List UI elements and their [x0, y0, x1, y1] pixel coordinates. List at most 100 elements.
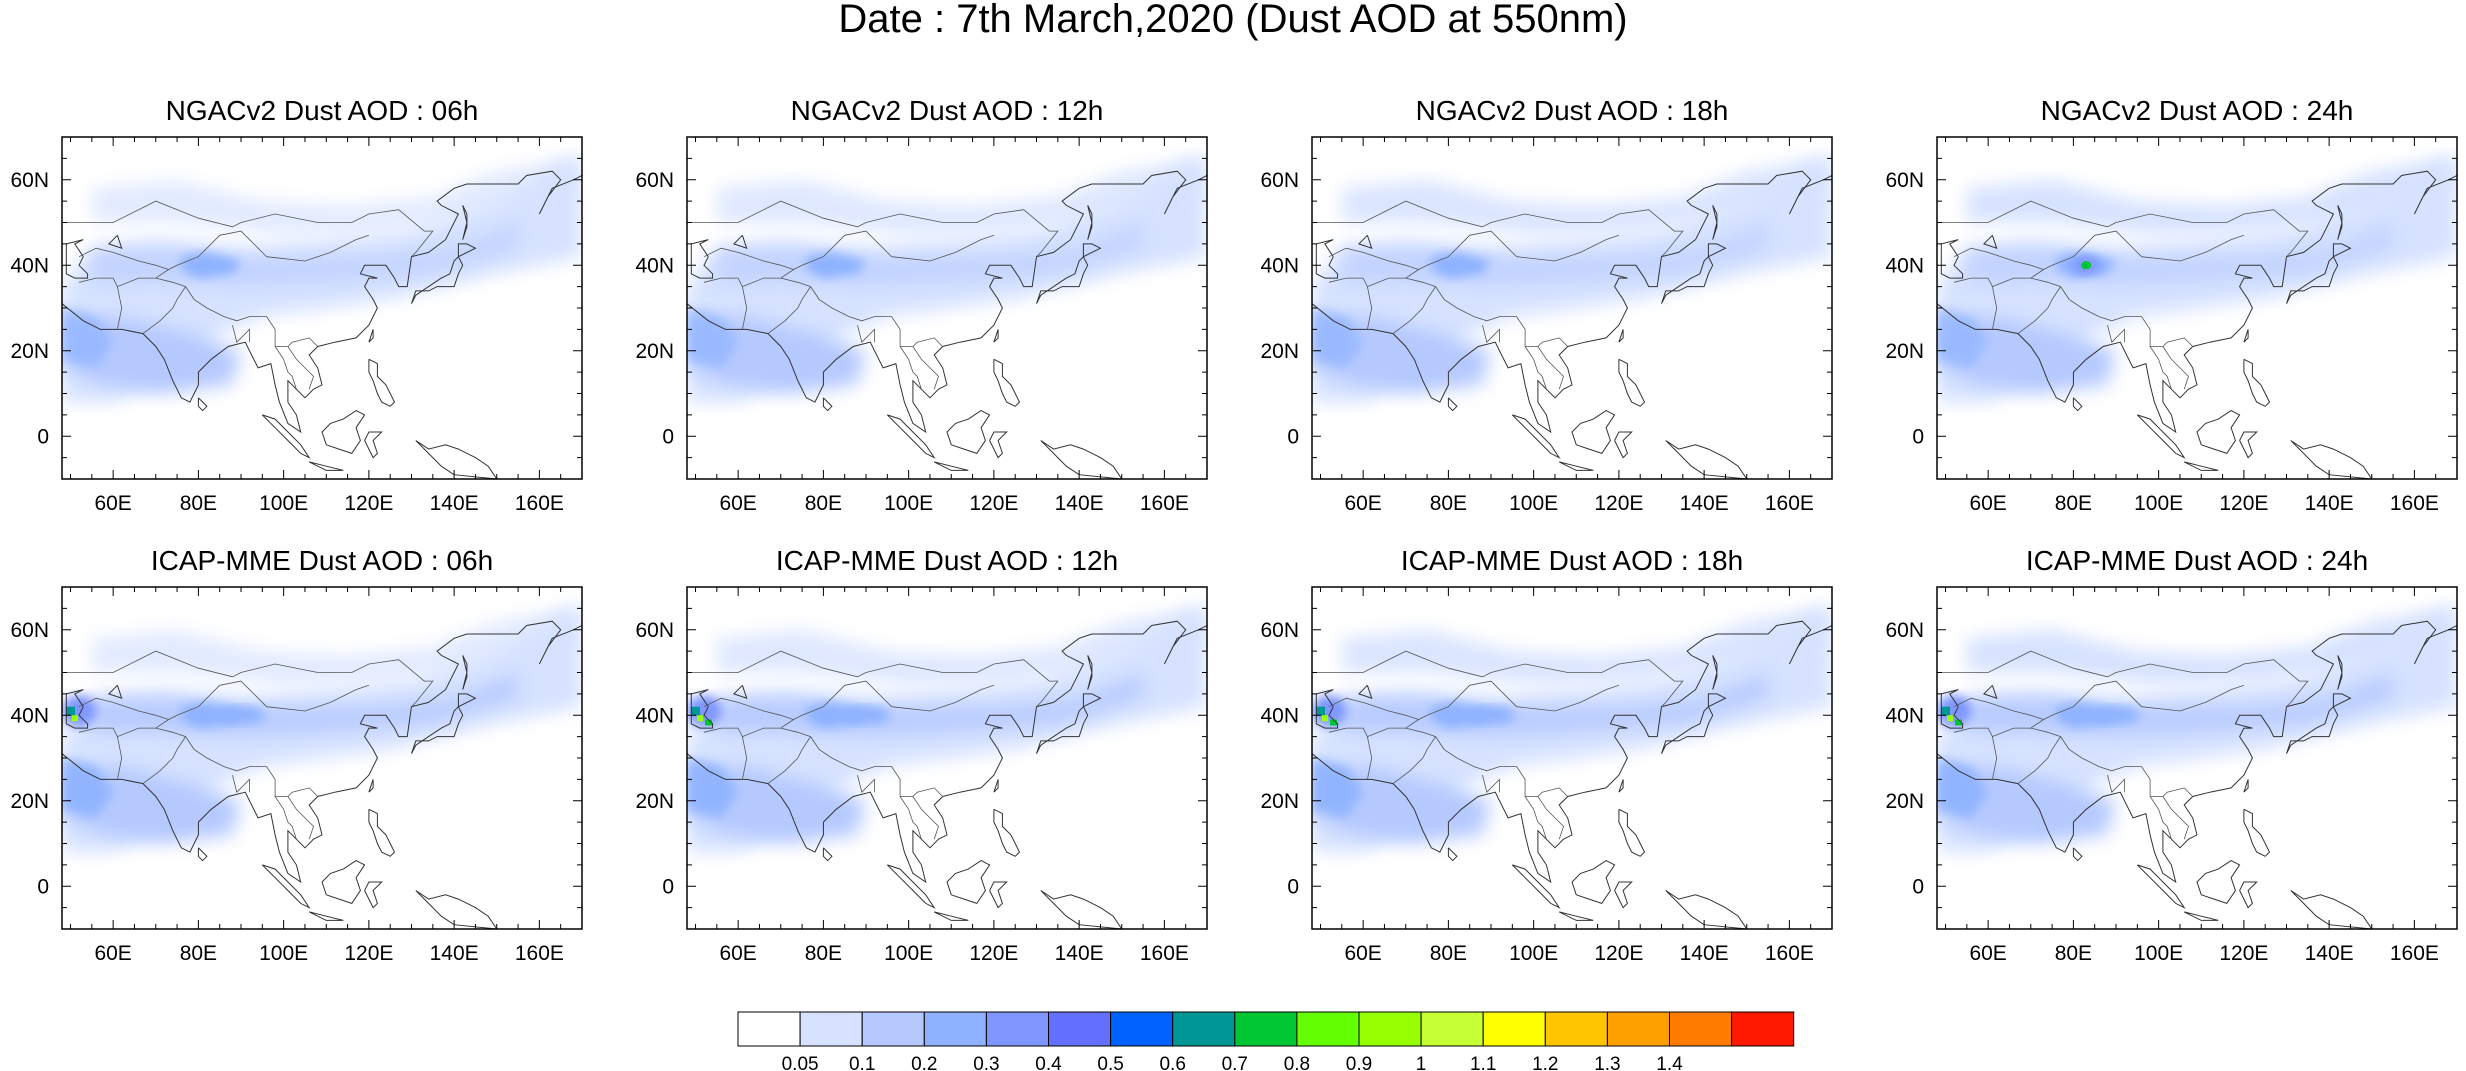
coastline [1558, 461, 1594, 471]
y-tick-label: 0 [1912, 875, 1924, 898]
coastline [462, 205, 468, 240]
y-tick-label: 20N [1885, 790, 1924, 813]
aod-field-arabia [1937, 758, 1989, 818]
country-border [155, 680, 370, 729]
y-tick-label: 20N [10, 340, 49, 363]
x-tick-label: 100E [1509, 492, 1558, 515]
map-area [1312, 587, 1832, 929]
coastline [2183, 461, 2219, 471]
aod-hotspot [1467, 706, 1516, 725]
country-border [780, 680, 995, 729]
aod-peak-cell [1947, 715, 1953, 722]
x-tick-label: 100E [2134, 492, 2183, 515]
country-border [1328, 697, 1419, 720]
coastline [1665, 440, 1748, 479]
country-border [78, 697, 169, 720]
map-panel: NGACv2 Dust AOD : 18h 60E 80E 100E 120E 140E 1… [1260, 95, 1833, 515]
coastline [687, 620, 1207, 884]
panel-title: NGACv2 Dust AOD : 24h [2041, 95, 2354, 126]
colorbar-swatch [1606, 1011, 1671, 1047]
country-border [1992, 736, 1998, 780]
coastline [107, 234, 123, 249]
x-tick-label: 80E [2055, 492, 2092, 515]
coastline [1040, 440, 1123, 479]
x-tick-label: 80E [805, 492, 842, 515]
country-border [117, 727, 318, 797]
country-border [2107, 775, 2125, 793]
coastline [2337, 205, 2343, 240]
colorbar-swatch [923, 1011, 987, 1047]
colorbar-swatch [1358, 1011, 1422, 1047]
country-border [117, 736, 123, 780]
coastline [1661, 705, 1714, 754]
x-tick-label: 120E [1594, 492, 1643, 515]
x-tick-label: 140E [1055, 942, 1104, 965]
coastline [2136, 864, 2186, 909]
x-tick-label: 120E [344, 942, 393, 965]
coastline [2243, 808, 2271, 857]
coastline [886, 864, 936, 909]
colorbar-label: 1.3 [1594, 1054, 1620, 1071]
aod-hotspot [2092, 706, 2141, 725]
y-tick-label: 60N [1260, 619, 1299, 642]
map-area [1937, 587, 2457, 929]
x-tick-label: 120E [2219, 492, 2268, 515]
y-tick-label: 20N [10, 790, 49, 813]
coastline [1937, 620, 2457, 884]
coastline [1082, 243, 1102, 258]
colorbar-label: 1.2 [1532, 1054, 1558, 1071]
x-tick-label: 80E [1430, 492, 1467, 515]
aod-field-arabia [1312, 758, 1364, 818]
y-tick-label: 20N [635, 340, 674, 363]
country-border [287, 346, 314, 390]
y-tick-label: 0 [662, 875, 674, 898]
coastline [411, 705, 464, 754]
colorbar-swatch [1048, 1011, 1112, 1047]
coastline [415, 890, 498, 929]
country-border [703, 727, 743, 737]
map-panel: NGACv2 Dust AOD : 12h 60E 80E 100E 120E 140E 1… [635, 95, 1208, 515]
coastline [1707, 693, 1727, 708]
x-tick-label: 60E [1344, 492, 1381, 515]
country-border [2017, 736, 2061, 784]
country-border [1312, 200, 1684, 257]
panel-title: ICAP-MME Dust AOD : 24h [2026, 545, 2368, 576]
coastline [368, 329, 374, 343]
x-tick-label: 140E [430, 492, 479, 515]
country-border [742, 277, 943, 347]
country-border [1524, 796, 1547, 840]
coastline [197, 397, 208, 412]
coastline [1618, 808, 1646, 857]
coastline [1447, 397, 1458, 412]
coastline [1036, 705, 1089, 754]
coastline [993, 358, 1021, 407]
y-tick-label: 60N [10, 169, 49, 192]
x-tick-label: 160E [515, 942, 564, 965]
coastline [1982, 234, 1998, 249]
colorbar: 0.05 0.1 0.2 0.3 0.4 0.5 0.6 0.7 0.8 0.9 1 1.1 1.2 1.… [737, 1011, 1795, 1071]
country-border [1328, 277, 1368, 287]
colorbar-label: 1.1 [1470, 1054, 1496, 1071]
coastline [197, 847, 208, 862]
country-border [62, 650, 434, 707]
x-tick-label: 160E [1140, 942, 1189, 965]
x-tick-label: 60E [719, 492, 756, 515]
country-border [287, 796, 314, 840]
coastline [1614, 881, 1633, 909]
coastline [1614, 431, 1633, 459]
coastline [2286, 705, 2339, 754]
coastline [2286, 255, 2339, 304]
colorbar-label: 1.4 [1656, 1054, 1683, 1071]
country-border [780, 230, 995, 279]
panel-title: ICAP-MME Dust AOD : 12h [776, 545, 1118, 576]
x-tick-label: 140E [430, 942, 479, 965]
x-tick-label: 80E [1430, 942, 1467, 965]
coastline [946, 860, 991, 904]
x-tick-label: 100E [259, 492, 308, 515]
aod-peak-cell [691, 706, 700, 716]
panel-title: NGACv2 Dust AOD : 12h [791, 95, 1104, 126]
y-tick-label: 60N [635, 169, 674, 192]
country-border [1953, 697, 2044, 720]
country-border [1405, 680, 1620, 729]
x-tick-label: 100E [884, 942, 933, 965]
